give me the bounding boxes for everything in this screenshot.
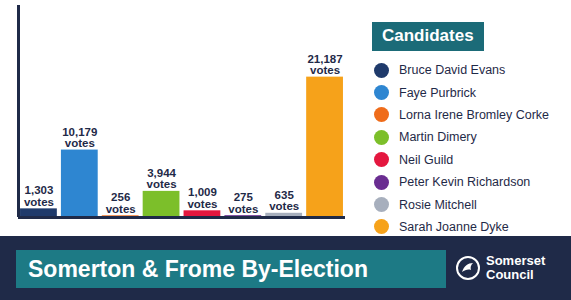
html-text:Sarah Joanne Dyke: Sarah Joanne Dyke: [399, 219, 509, 234]
svg-text:21,187votes: 21,187votes: [307, 53, 342, 77]
html-text:Candidates: Candidates: [382, 26, 474, 45]
html-text:Somerton & Frome By-Election: Somerton & Frome By-Election: [28, 256, 368, 282]
svg-text:1,009votes: 1,009votes: [187, 186, 217, 210]
html-text:Rosie Mitchell: Rosie Mitchell: [399, 197, 477, 212]
html-text:Bruce David Evans: Bruce David Evans: [399, 63, 506, 78]
svg-text:256votes: 256votes: [106, 191, 136, 215]
svg-text:1,303votes: 1,303votes: [24, 184, 54, 208]
svg-text:10,179votes: 10,179votes: [62, 126, 97, 150]
html-text:Lorna Irene Bromley Corke: Lorna Irene Bromley Corke: [399, 108, 550, 122]
svg-text:3,944votes: 3,944votes: [147, 167, 177, 191]
html-text:Peter Kevin Richardson: Peter Kevin Richardson: [399, 175, 531, 190]
html-text:Somerset Council: Somerset Council: [486, 253, 546, 282]
html-text:Martin Dimery: Martin Dimery: [399, 130, 477, 145]
html-text:Faye Purbrick: Faye Purbrick: [399, 85, 477, 100]
svg-text:635votes: 635votes: [269, 189, 299, 213]
html-text:Neil Guild: Neil Guild: [399, 152, 454, 167]
svg-text:275votes: 275votes: [228, 191, 258, 215]
